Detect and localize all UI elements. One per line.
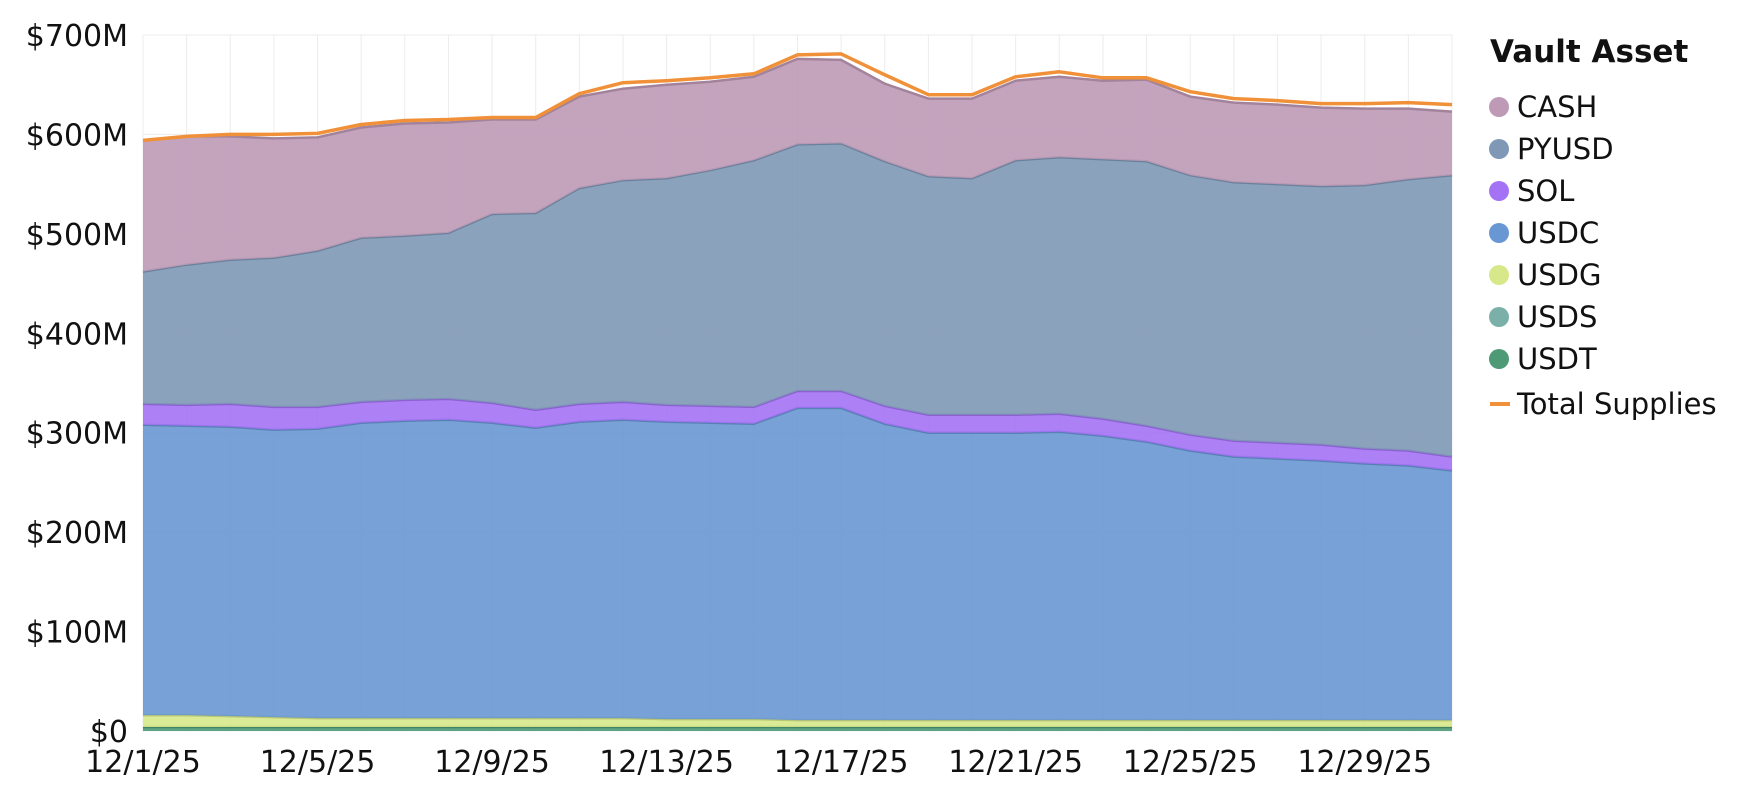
area-edge-cash bbox=[142, 57, 1453, 142]
y-tick-label: $500M bbox=[26, 218, 128, 253]
legend-label: USDS bbox=[1517, 300, 1597, 334]
area-usdc bbox=[143, 407, 1452, 721]
area-cash bbox=[143, 58, 1452, 272]
x-tick-label: 12/1/25 bbox=[85, 745, 201, 780]
x-tick-label: 12/25/25 bbox=[1123, 745, 1258, 780]
legend-item-usdt: USDT bbox=[1489, 342, 1597, 376]
legend-label: CASH bbox=[1517, 90, 1597, 124]
x-tick-label: 12/5/25 bbox=[260, 745, 376, 780]
y-tick-label: $700M bbox=[26, 19, 128, 54]
x-tick-label: 12/29/25 bbox=[1297, 745, 1432, 780]
area-layer bbox=[142, 57, 1453, 731]
legend-label: Total Supplies bbox=[1516, 387, 1717, 421]
legend-label: USDG bbox=[1517, 258, 1601, 292]
legend-swatch bbox=[1489, 97, 1509, 117]
legend-title: Vault Asset bbox=[1490, 34, 1688, 70]
legend-swatch bbox=[1489, 265, 1509, 285]
y-tick-label: $600M bbox=[26, 118, 128, 153]
legend-label: PYUSD bbox=[1517, 132, 1614, 166]
legend-item-cash: CASH bbox=[1489, 90, 1597, 124]
legend: Vault Asset CASH PYUSD SOL USDC USDG USDS USDT T… bbox=[1489, 34, 1717, 421]
legend-swatch bbox=[1489, 139, 1509, 159]
axes: $0 $100M $200M $300M $400M $500M $600M $700M 12/… bbox=[26, 19, 1432, 780]
legend-item-usdg: USDG bbox=[1489, 258, 1601, 292]
legend-swatch bbox=[1489, 223, 1509, 243]
x-tick-label: 12/17/25 bbox=[774, 745, 909, 780]
line-total-supplies bbox=[142, 52, 1453, 143]
legend-item-usdc: USDC bbox=[1489, 216, 1599, 250]
legend-label: SOL bbox=[1517, 174, 1574, 208]
legend-item-sol: SOL bbox=[1489, 174, 1574, 208]
y-tick-label: $200M bbox=[26, 516, 128, 551]
legend-swatch bbox=[1489, 349, 1509, 369]
legend-label: USDC bbox=[1517, 216, 1599, 250]
legend-item-pyusd: PYUSD bbox=[1489, 132, 1614, 166]
legend-label: USDT bbox=[1517, 342, 1597, 376]
legend-item-usds: USDS bbox=[1489, 300, 1597, 334]
legend-swatch bbox=[1489, 307, 1509, 327]
y-tick-label: $100M bbox=[26, 616, 128, 651]
legend-item-total-supplies: Total Supplies bbox=[1490, 387, 1717, 421]
area-pyusd bbox=[143, 143, 1452, 457]
area-sol bbox=[143, 391, 1452, 471]
y-tick-label: $300M bbox=[26, 417, 128, 452]
y-tick-label: $400M bbox=[26, 317, 128, 352]
y-tick-label: $0 bbox=[90, 715, 128, 750]
x-tick-label: 12/13/25 bbox=[599, 745, 734, 780]
x-tick-label: 12/9/25 bbox=[434, 745, 550, 780]
legend-swatch bbox=[1489, 181, 1509, 201]
x-tick-label: 12/21/25 bbox=[948, 745, 1083, 780]
line-layer bbox=[142, 52, 1453, 143]
